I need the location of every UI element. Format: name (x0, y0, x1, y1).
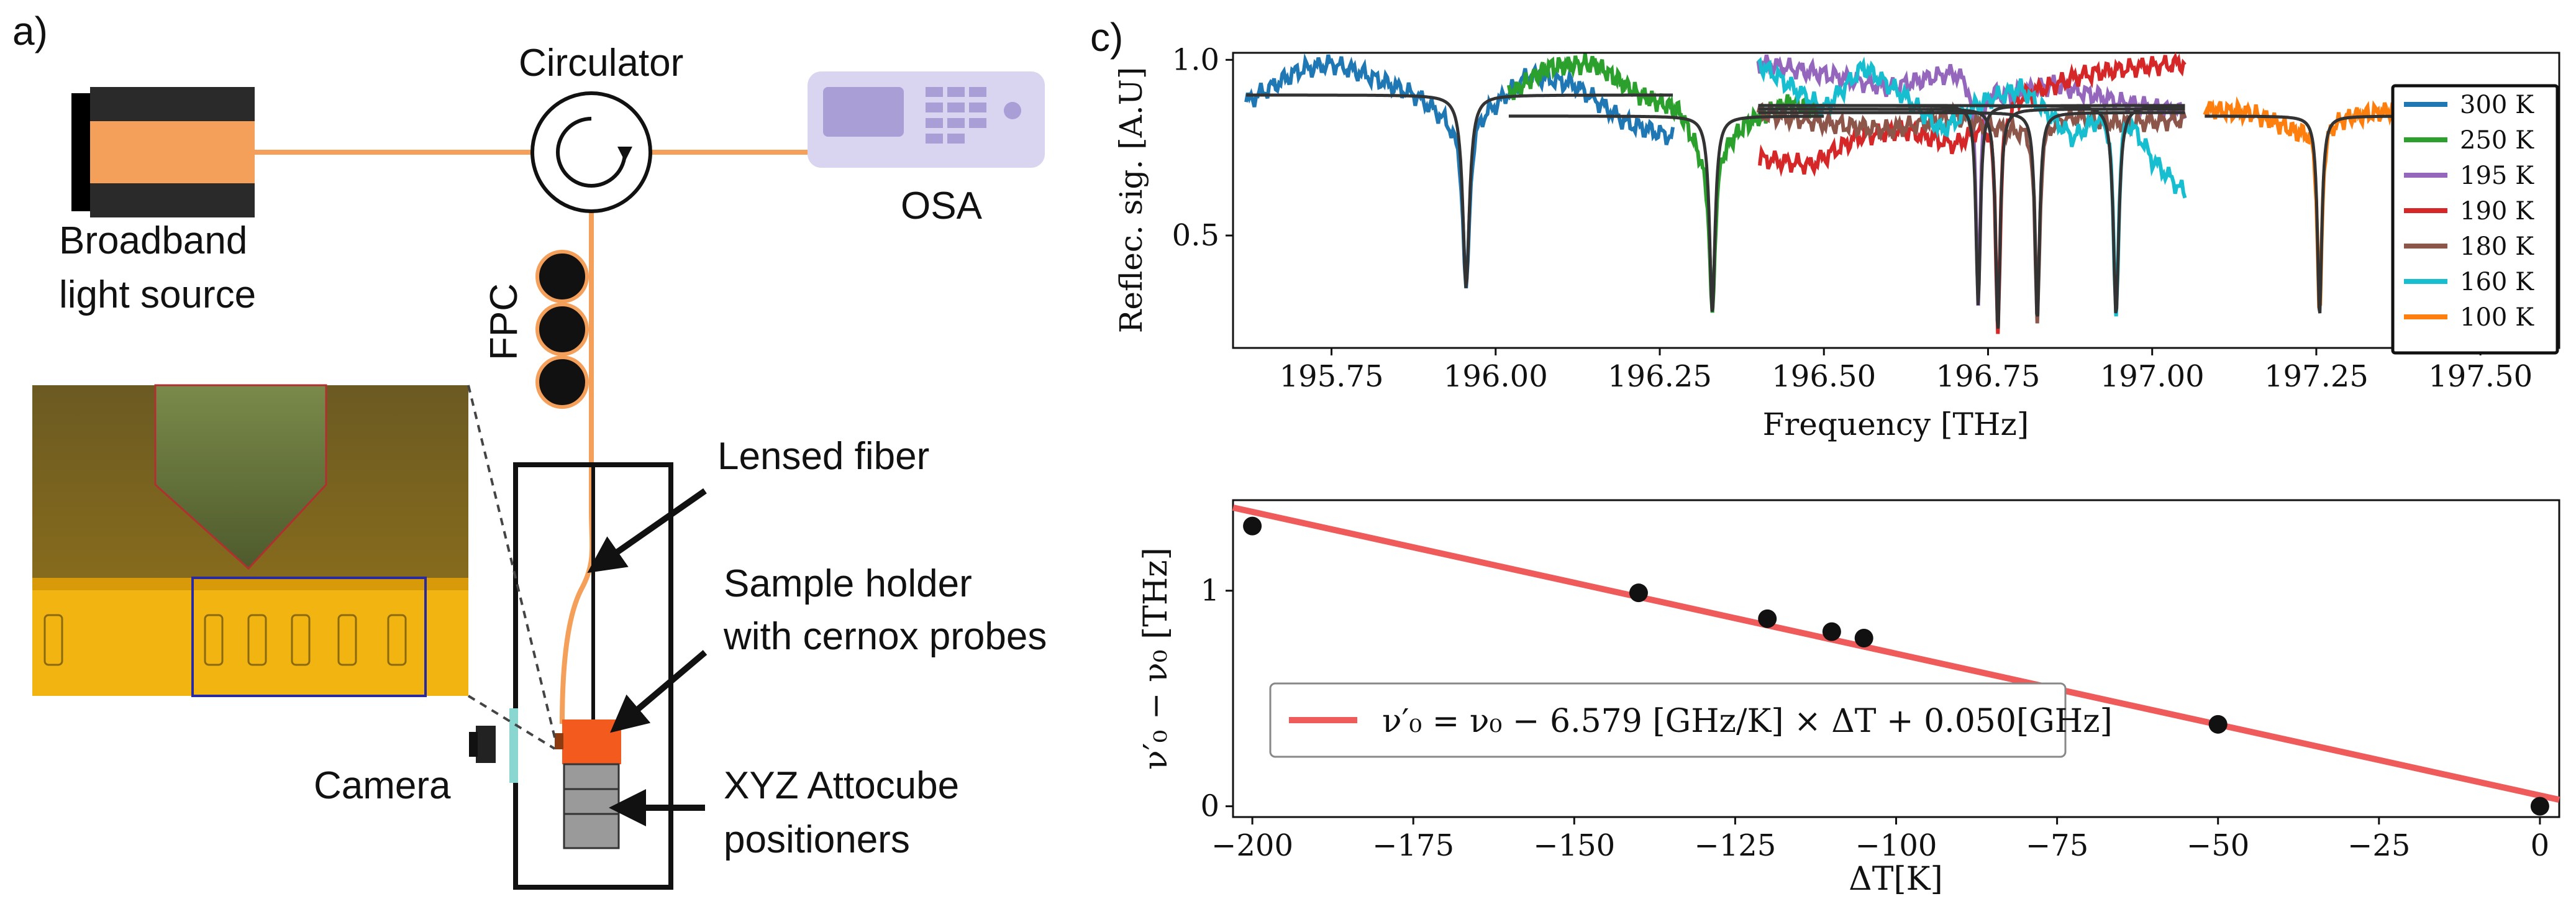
chart1-xtick-label: 197.50 (2428, 359, 2533, 394)
xyz-label-line1: XYZ Attocube (724, 764, 959, 807)
zoom-guide-line-bottom (467, 695, 556, 750)
circulator-symbol (530, 91, 652, 213)
lensed-fiber-arrow (587, 488, 707, 573)
chart1-xtick-label: 196.00 (1444, 359, 1548, 394)
chart2-data-point (1822, 622, 1841, 641)
chart1-axes-frame (1232, 52, 2560, 349)
xyz-label-line2: positioners (724, 818, 910, 861)
chart2-xtick-label: −25 (2347, 828, 2410, 863)
chart1-xlabel: Frequency [THz] (1763, 406, 2029, 442)
chart1-legend-label: 160 K (2460, 268, 2534, 296)
chart2-xtick-label: −100 (1855, 828, 1937, 863)
chart2-ylabel: ν′₀ − ν₀ [THz] (1137, 547, 1175, 770)
frequency-shift-chart: −200 −175 −150 −125 −100 −75 −50 −25 0 01 ΔT[K] … (1137, 499, 2560, 898)
microscope-photo (32, 384, 557, 750)
source-label-line1: Broadband (59, 219, 247, 262)
chart2-xtick-label: −175 (1372, 828, 1454, 863)
chart1-legend: 300 K 250 K 195 K 190 K 180 K 160 K 100 K (2391, 84, 2559, 355)
chart1-xtick-label: 197.25 (2264, 359, 2369, 394)
chart1-fit-curve (1246, 93, 1673, 288)
chart1-ytick-label: 0.5 (1172, 218, 1219, 253)
broadband-source (71, 87, 255, 217)
camera-icon (469, 708, 518, 783)
chart2-data-point (2208, 715, 2228, 734)
chart2-fit-line (1232, 505, 2560, 803)
chart1-legend-label: 250 K (2460, 126, 2534, 155)
lensed-fiber (560, 472, 595, 724)
reflection-spectrum-chart: 195.75 196.00 196.25 196.50 196.75 197.00 197.… (1113, 42, 2560, 442)
lensed-fiber-label: Lensed fiber (717, 435, 929, 478)
chart2-data-point (1758, 609, 1777, 628)
panel-label-c: c) (1090, 15, 1123, 60)
chart1-fit-curve (1758, 107, 2185, 329)
osa-icon (808, 71, 1045, 168)
zoom-guide-line-top (467, 385, 557, 743)
chart2-xtick-label: −150 (1533, 828, 1615, 863)
chart1-legend-label: 300 K (2460, 91, 2534, 119)
chart1-legend-label: 195 K (2460, 162, 2534, 190)
chart2-data-point (1629, 583, 1648, 603)
chart2-axes-frame (1232, 499, 2560, 818)
sample-holder-label-line2: with cernox probes (723, 615, 1047, 658)
chart1-xtick-label: 197.00 (2100, 359, 2205, 394)
chart1-fit-curve (1508, 114, 1824, 312)
chart2-xtick-label: −200 (1211, 828, 1293, 863)
sample-holder-arrow (610, 650, 708, 733)
panel-label-a: a) (12, 9, 48, 53)
chart1-ylabel: Reflec. sig. [A.U] (1113, 67, 1149, 334)
sample-holder (562, 719, 621, 764)
chart2-ytick-label: 0 (1200, 789, 1219, 824)
fpc-paddles (535, 250, 589, 409)
chart2-data-point (1854, 629, 1873, 648)
chart2-legend: ν′₀ = ν₀ − 6.579 [GHz/K] × ΔT + 0.050[GH… (1269, 682, 2113, 758)
chart1-xtick-label: 196.25 (1608, 359, 1712, 394)
chart2-xlabel: ΔT[K] (1849, 861, 1943, 898)
setup-schematic: Broadband light source Circulator OSA FP… (59, 42, 1047, 890)
chart1-fit-curve (1758, 104, 2185, 314)
sample-holder-label-line1: Sample holder (724, 562, 972, 605)
fiber-tip (555, 733, 563, 749)
fpc-label: FPC (483, 283, 526, 360)
chart1-ytick-label: 1.0 (1172, 42, 1219, 77)
region-of-interest-box (191, 577, 427, 697)
chart1-xtick-label: 196.50 (1772, 359, 1876, 394)
camera-label: Camera (314, 764, 451, 807)
chart1-series-250K (1506, 53, 1826, 313)
chart2-xtick-label: −50 (2187, 828, 2249, 863)
source-label-line2: light source (59, 273, 256, 316)
chart2-ytick-label: 1 (1200, 573, 1219, 608)
chart2-data-point (2530, 797, 2549, 816)
chart2-xtick-label: −125 (1694, 828, 1776, 863)
chart2-xtick-label: 0 (2531, 828, 2550, 863)
cryostat-box (513, 462, 673, 890)
chart2-xtick-label: −75 (2026, 828, 2088, 863)
chart1-legend-label: 180 K (2460, 232, 2534, 261)
chart1-fit-curve (1758, 111, 2185, 317)
chart1-legend-label: 100 K (2460, 303, 2534, 332)
circulator-label: Circulator (519, 42, 683, 85)
chart1-legend-label: 190 K (2460, 197, 2534, 226)
chart1-xtick-label: 196.75 (1936, 359, 2040, 394)
chart1-series-180K (1756, 101, 2187, 324)
chart2-data-point (1243, 516, 1262, 536)
chart1-series-300K (1244, 53, 1675, 289)
chart2-legend-label: ν′₀ = ν₀ − 6.579 [GHz/K] × ΔT + 0.050[GH… (1382, 703, 2113, 740)
circulator-arrow-icon (556, 117, 627, 188)
chart1-xtick-label: 195.75 (1280, 359, 1384, 394)
xyz-positioners (563, 763, 620, 849)
osa-label: OSA (901, 185, 983, 227)
